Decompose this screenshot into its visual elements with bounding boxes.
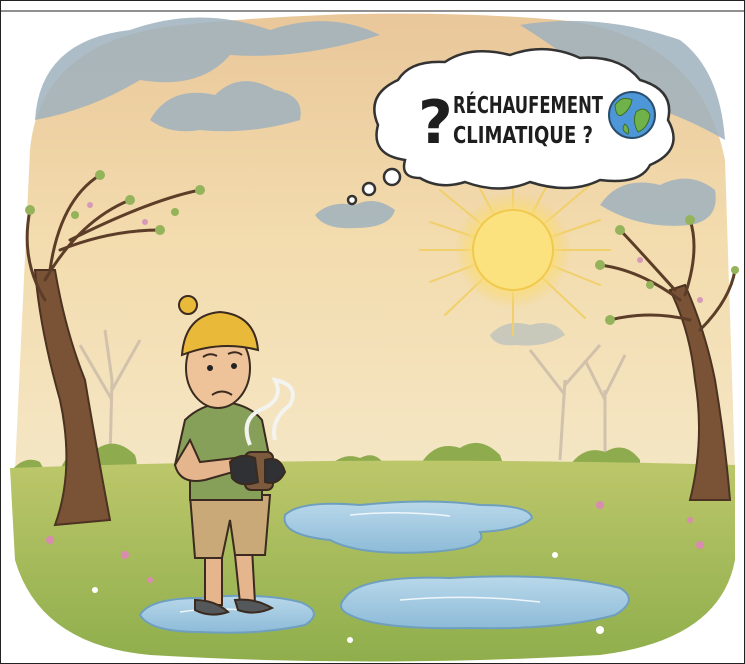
bubble-line: RÉCHAUFEMENT (453, 91, 603, 119)
flowers-part (347, 637, 353, 643)
trees-part-part (646, 281, 654, 289)
trees-part-part (171, 208, 179, 216)
trees-part-part (87, 202, 93, 208)
trees-part-part (615, 225, 625, 235)
flowers-part (46, 536, 54, 544)
puddles-part (140, 596, 314, 633)
trees-part-part (25, 205, 35, 215)
man-part (231, 363, 237, 369)
flowers-part (121, 551, 129, 559)
trees-part-part (731, 266, 739, 274)
man-part (179, 296, 197, 314)
flowers-part (92, 587, 98, 593)
illustration: ? RÉCHAUFEMENT CLIMATIQUE ? (0, 0, 745, 664)
thought-bubble-part-part (384, 169, 400, 185)
ground-part (10, 461, 735, 662)
trees-part-part (685, 215, 695, 225)
trees-part-part (595, 260, 605, 270)
man-part (230, 456, 258, 485)
flowers-part (596, 626, 604, 634)
trees-part-part (155, 225, 165, 235)
trees-part-part (637, 257, 643, 263)
trees-part-part (95, 170, 105, 180)
trees-part-part (605, 315, 615, 325)
thought-bubble-part-part (348, 196, 356, 204)
earth-icon (609, 92, 655, 138)
question-mark: ? (418, 88, 453, 158)
trees-part-part (697, 297, 703, 303)
flowers-part (596, 501, 604, 509)
sun-part (473, 210, 553, 290)
puddles-part (341, 576, 629, 628)
flowers-part (552, 552, 558, 558)
trees-part-part (195, 185, 205, 195)
page: Réchauffement climatique html, body { ma… (0, 0, 745, 664)
body: {"thought_bubble": {"symbol": "?", "line… (0, 0, 745, 664)
bubble-line: CLIMATIQUE ? (453, 123, 593, 149)
thought-bubble-part-part (363, 183, 375, 195)
trees-part-part (71, 211, 79, 219)
man-part (207, 365, 213, 371)
flowers-part (687, 517, 693, 523)
ground (10, 461, 735, 662)
trees-part-part (142, 219, 148, 225)
flowers-part (147, 577, 153, 583)
trees-part-part (125, 195, 135, 205)
flowers-part (696, 541, 704, 549)
